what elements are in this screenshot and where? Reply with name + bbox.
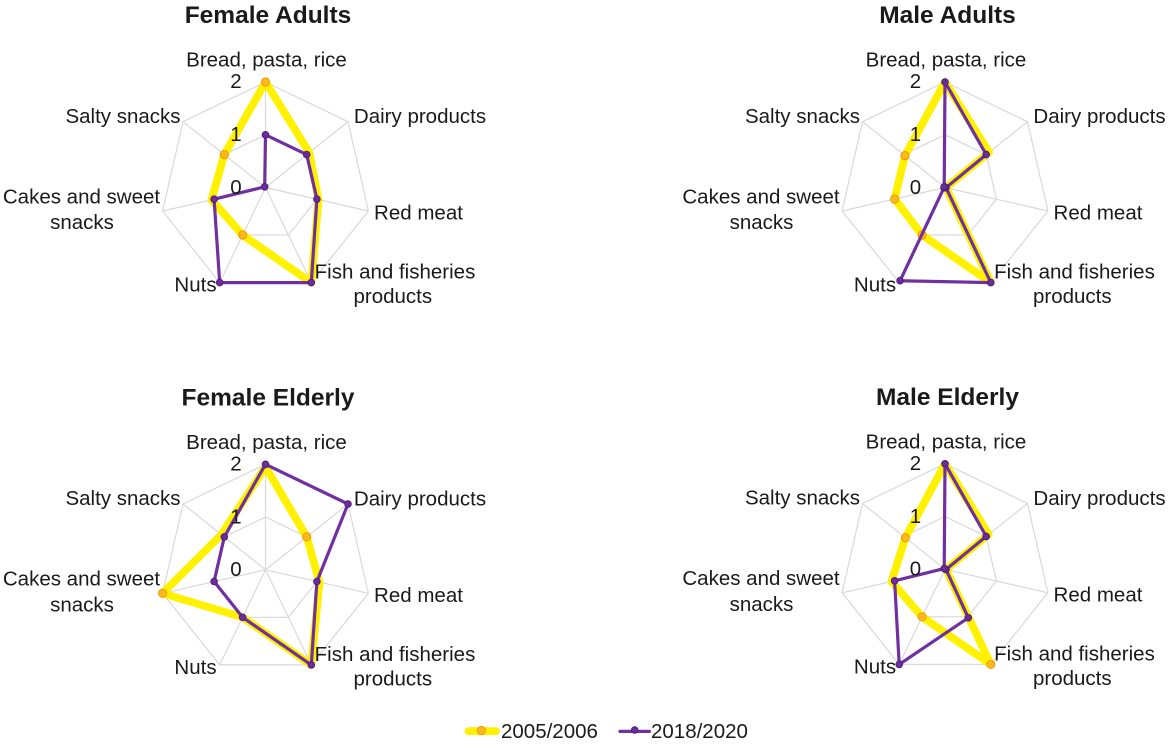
svg-text:0: 0: [910, 176, 921, 199]
svg-text:Dairy products: Dairy products: [354, 487, 486, 510]
svg-text:Salty snacks: Salty snacks: [65, 105, 180, 128]
svg-text:0: 0: [230, 176, 241, 199]
svg-text:Fish and fisheries: Fish and fisheries: [994, 642, 1155, 665]
svg-text:Dairy products: Dairy products: [1033, 105, 1165, 128]
svg-text:Fish and fisheries: Fish and fisheries: [994, 261, 1155, 284]
svg-text:2: 2: [230, 70, 241, 93]
svg-text:Cakes and sweet: Cakes and sweet: [3, 568, 161, 591]
svg-text:Bread, pasta, rice: Bread, pasta, rice: [866, 430, 1027, 453]
svg-text:Salty snacks: Salty snacks: [65, 487, 180, 510]
svg-text:Dairy products: Dairy products: [354, 105, 486, 128]
svg-text:snacks: snacks: [50, 211, 114, 234]
svg-text:Bread, pasta, rice: Bread, pasta, rice: [186, 431, 347, 454]
svg-text:products: products: [1033, 667, 1112, 690]
svg-text:Male Adults: Male Adults: [879, 2, 1016, 29]
svg-text:snacks: snacks: [730, 593, 794, 616]
svg-text:Female Adults: Female Adults: [185, 2, 352, 29]
svg-text:2018/2020: 2018/2020: [651, 720, 748, 743]
svg-text:Cakes and sweet: Cakes and sweet: [3, 185, 161, 208]
svg-text:1: 1: [910, 505, 921, 528]
svg-text:Red meat: Red meat: [1054, 583, 1143, 606]
svg-text:Salty snacks: Salty snacks: [745, 105, 860, 128]
svg-text:Red meat: Red meat: [374, 584, 463, 607]
svg-text:Salty snacks: Salty snacks: [745, 487, 860, 510]
svg-text:Cakes and sweet: Cakes and sweet: [682, 567, 840, 590]
svg-text:Female Elderly: Female Elderly: [182, 384, 355, 411]
svg-text:Nuts: Nuts: [174, 656, 216, 679]
svg-text:products: products: [1033, 285, 1112, 308]
svg-text:0: 0: [910, 558, 921, 581]
svg-text:1: 1: [230, 506, 241, 529]
svg-text:2: 2: [910, 452, 921, 475]
svg-text:Red meat: Red meat: [374, 202, 463, 225]
svg-text:Dairy products: Dairy products: [1033, 487, 1165, 510]
svg-text:2: 2: [910, 70, 921, 93]
svg-text:snacks: snacks: [50, 593, 114, 616]
svg-text:2005/2006: 2005/2006: [501, 720, 598, 743]
svg-text:2: 2: [230, 453, 241, 476]
svg-text:Nuts: Nuts: [174, 274, 216, 297]
svg-text:snacks: snacks: [730, 211, 794, 234]
svg-text:1: 1: [230, 123, 241, 146]
svg-text:1: 1: [910, 123, 921, 146]
svg-text:products: products: [353, 285, 432, 308]
svg-text:Bread, pasta, rice: Bread, pasta, rice: [866, 49, 1027, 72]
svg-text:Nuts: Nuts: [854, 274, 896, 297]
svg-text:0: 0: [230, 558, 241, 581]
svg-text:Red meat: Red meat: [1054, 202, 1143, 225]
svg-text:Bread, pasta, rice: Bread, pasta, rice: [186, 49, 347, 72]
svg-text:Fish and fisheries: Fish and fisheries: [315, 261, 476, 284]
svg-text:Male Elderly: Male Elderly: [876, 384, 1019, 411]
svg-text:Cakes and sweet: Cakes and sweet: [682, 185, 840, 208]
svg-text:products: products: [353, 667, 432, 690]
svg-text:Nuts: Nuts: [854, 655, 896, 678]
svg-text:Fish and fisheries: Fish and fisheries: [315, 643, 476, 666]
